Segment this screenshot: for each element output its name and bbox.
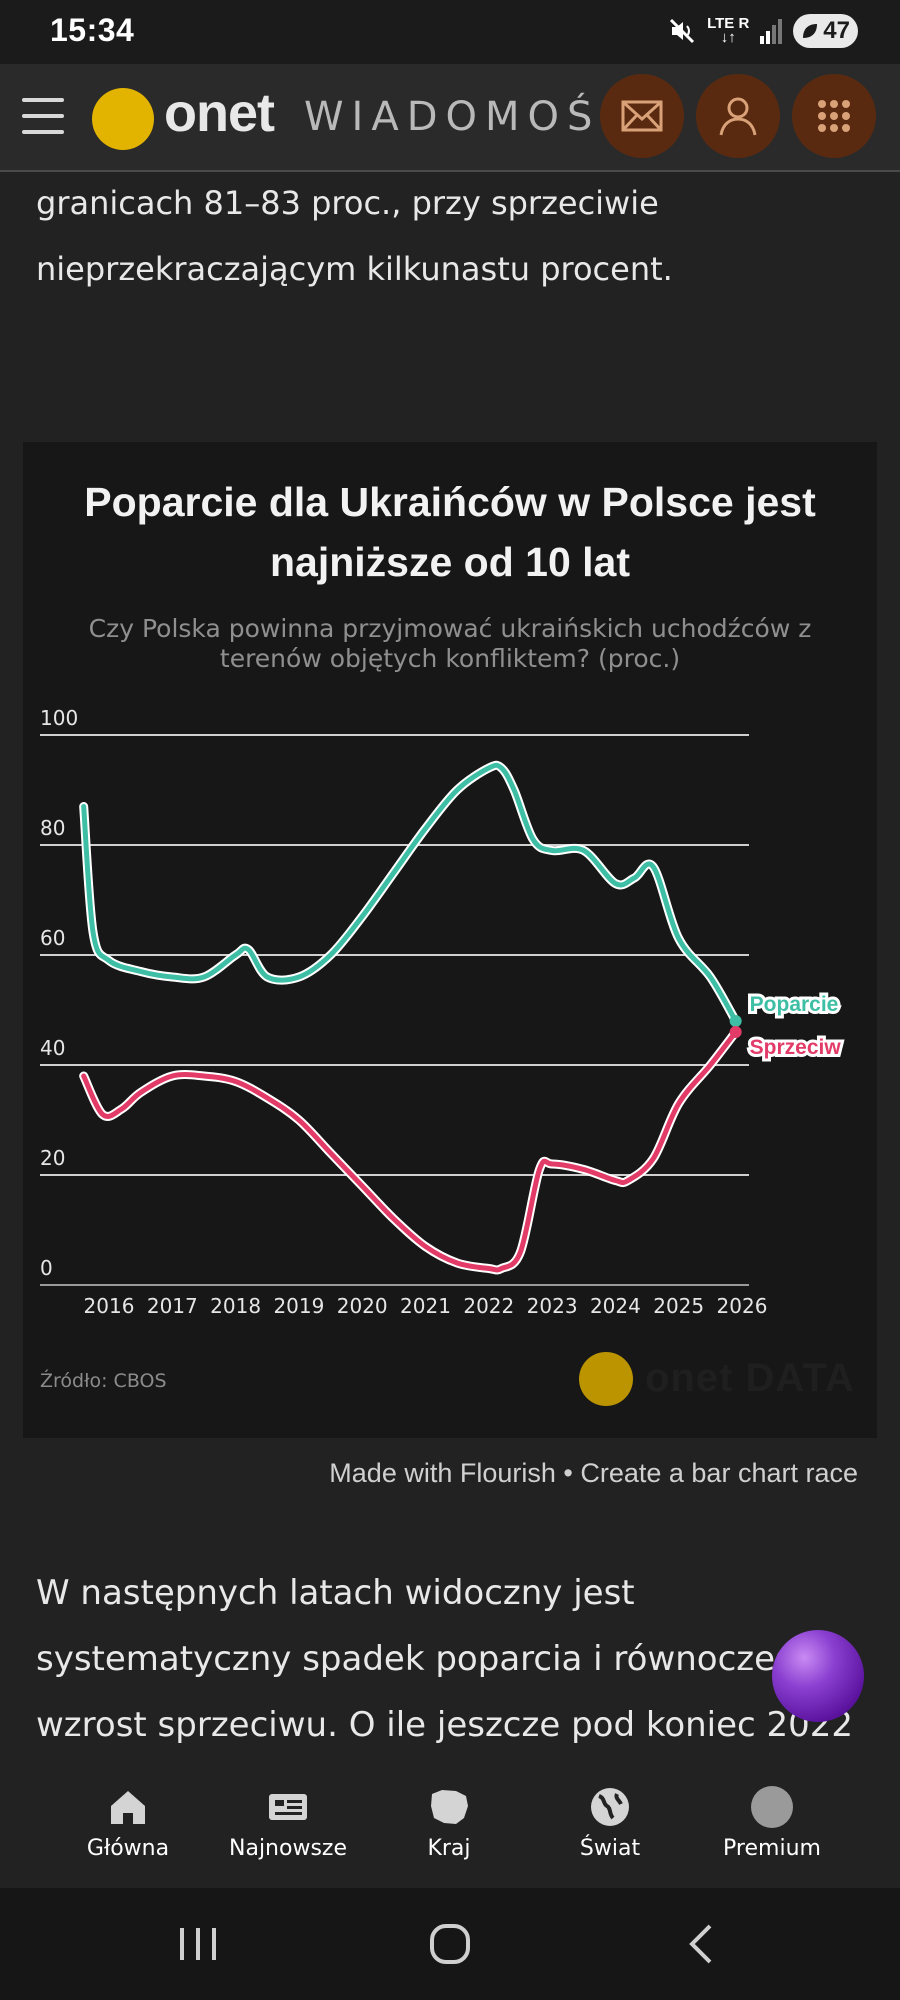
globe-icon — [591, 1788, 629, 1826]
flourish-cta[interactable]: Create a bar chart race — [580, 1458, 858, 1488]
poland-map-icon — [431, 1790, 468, 1824]
line-chart[interactable]: 0 20 40 60 80 100 2016 2017 2018 2019 2020 2021 2022… — [23, 692, 877, 1318]
nav-item-swiat[interactable]: Świat — [530, 1784, 690, 1861]
x-tick-label: 2020 — [337, 1294, 388, 1318]
x-tick-label: 2017 — [147, 1294, 198, 1318]
y-tick-label: 100 — [40, 706, 78, 730]
article-line: granicach 81–83 proc., przy sprzeciwie — [36, 184, 659, 222]
account-button[interactable] — [696, 74, 780, 158]
nav-item-najnowsze[interactable]: Najnowsze — [208, 1784, 368, 1861]
status-icons: LTE R ↓↑ 47 — [667, 14, 858, 48]
article-line: nieprzekraczającym kilkunastu procent. — [36, 250, 673, 288]
article-paragraph-bottom: W następnych latach widoczny jest system… — [36, 1560, 876, 1824]
onet-logo-text[interactable]: onet — [164, 83, 275, 143]
apps-button[interactable] — [792, 74, 876, 158]
series-label-halo: Poparcie — [750, 993, 839, 1016]
x-tick-label: 2021 — [400, 1294, 451, 1318]
mail-button[interactable] — [600, 74, 684, 158]
news-icon — [269, 1794, 307, 1820]
chart-subtitle: Czy Polska powinna przyjmować ukraińskic… — [63, 614, 837, 674]
nav-label: Premium — [723, 1836, 821, 1861]
chart-embed: Poparcie dla Ukraińców w Polsce jest naj… — [23, 442, 877, 1438]
recent-apps-icon[interactable] — [168, 1918, 228, 1970]
article-line: systematyczny spadek poparcia i równocze… — [36, 1639, 793, 1679]
system-nav-bar — [0, 1888, 900, 2000]
section-title[interactable]: WIADOMOŚCI — [304, 94, 657, 140]
battery-level: 47 — [823, 17, 850, 44]
series-line-sprzeciw — [81, 1029, 739, 1273]
series-endpoint — [729, 1015, 742, 1027]
status-time: 15:34 — [50, 12, 135, 48]
x-tick-label: 2025 — [653, 1294, 704, 1318]
onet-data-logo-dot — [579, 1352, 633, 1406]
y-tick-label: 80 — [40, 816, 65, 840]
x-tick-label: 2024 — [590, 1294, 641, 1318]
assistant-orb-button[interactable] — [772, 1630, 864, 1722]
chart-title: Poparcie dla Ukraińców w Polsce jest naj… — [23, 472, 877, 592]
battery-icon: 47 — [793, 14, 858, 48]
article-line: W następnych latach widoczny jest — [36, 1573, 635, 1613]
x-tick-label: 2022 — [463, 1294, 514, 1318]
chart-subtitle-line: Czy Polska powinna przyjmować ukraińskic… — [88, 614, 812, 643]
chart-title-line: najniższe od 10 lat — [270, 539, 630, 585]
premium-icon — [751, 1786, 793, 1828]
nav-label: Kraj — [427, 1836, 471, 1861]
network-label-top: LTE R — [707, 15, 750, 32]
article-paragraph-top: granicach 81–83 proc., przy sprzeciwie n… — [36, 170, 876, 302]
x-tick-label: 2016 — [84, 1294, 135, 1318]
x-tick-label: 2018 — [210, 1294, 261, 1318]
nav-label: Świat — [579, 1836, 641, 1861]
onet-logo-dot[interactable] — [92, 88, 154, 150]
y-tick-label: 60 — [40, 926, 65, 950]
back-icon[interactable] — [672, 1918, 732, 1970]
home-circle-icon[interactable] — [420, 1918, 480, 1970]
nav-item-kraj[interactable]: Kraj — [369, 1784, 529, 1861]
app-header: onet WIADOMOŚCI — [0, 64, 900, 172]
series-line-poparcie — [81, 762, 739, 1024]
mute-icon — [670, 18, 695, 44]
x-tick-label: 2026 — [717, 1294, 768, 1318]
mail-icon — [621, 100, 663, 132]
nav-label: Najnowsze — [229, 1836, 347, 1861]
user-icon — [719, 97, 757, 136]
y-tick-label: 40 — [40, 1036, 65, 1060]
series-line-halo — [79, 760, 741, 1026]
leaf-icon — [803, 24, 818, 38]
y-tick-label: 20 — [40, 1146, 65, 1170]
flourish-separator: • — [555, 1458, 581, 1488]
flourish-credit[interactable]: Made with Flourish • Create a bar chart … — [329, 1458, 858, 1489]
chart-subtitle-line: terenów objętych konfliktem? (proc.) — [219, 644, 681, 673]
menu-icon[interactable] — [22, 98, 64, 134]
chart-source: Źródło: CBOS — [40, 1370, 167, 1392]
nav-item-premium[interactable]: Premium — [692, 1784, 852, 1861]
apps-grid-icon — [818, 100, 850, 132]
network-type: LTE R ↓↑ — [707, 15, 750, 46]
y-tick-label: 0 — [40, 1256, 53, 1280]
chart-title-line: Poparcie dla Ukraińców w Polsce jest — [84, 479, 816, 525]
series-label-halo: Sprzeciw — [750, 1036, 842, 1059]
nav-item-glowna[interactable]: Główna — [48, 1784, 208, 1861]
bottom-nav: Główna Najnowsze Kraj Świat — [0, 1768, 900, 1888]
onet-data-logo-text: onet DATA — [645, 1356, 855, 1400]
x-tick-label: 2019 — [273, 1294, 324, 1318]
network-label-bottom: ↓↑ — [720, 29, 736, 46]
home-icon — [111, 1791, 145, 1824]
nav-label: Główna — [86, 1836, 170, 1861]
x-tick-label: 2023 — [527, 1294, 578, 1318]
status-bar: 15:34 LTE R ↓↑ 47 — [0, 0, 900, 64]
series-label: Sprzeciw — [750, 1036, 842, 1059]
series-endpoint — [729, 1026, 742, 1038]
series-label: Poparcie — [750, 993, 839, 1016]
flourish-made-with[interactable]: Made with Flourish — [329, 1458, 556, 1488]
signal-icon — [760, 19, 783, 44]
